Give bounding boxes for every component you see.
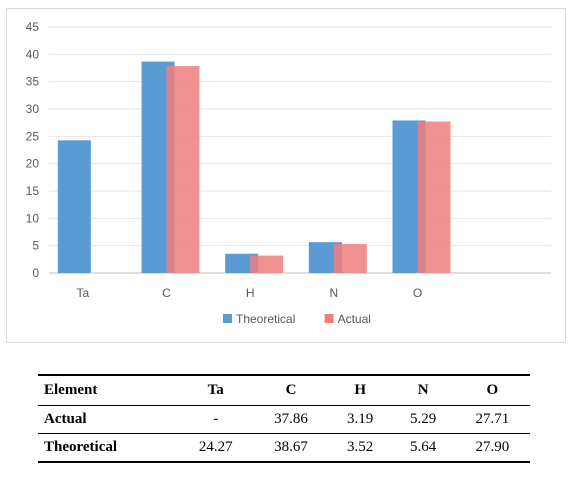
bar-actual [250, 255, 284, 273]
theoretical-n-cell: 5.64 [410, 439, 437, 455]
header-cell-n: N [417, 382, 429, 398]
y-tick-label: 45 [26, 20, 40, 34]
actual-ta-cell: - [213, 411, 219, 427]
actual-c-cell: 37.86 [274, 411, 308, 427]
y-tick-label: 25 [26, 129, 40, 143]
row-label-actual: Actual [44, 411, 87, 427]
y-tick-label: 20 [26, 157, 40, 171]
y-tick-label: 5 [32, 239, 39, 253]
theoretical-o-cell: 27.90 [475, 439, 510, 455]
y-tick-label: 15 [26, 184, 40, 198]
theoretical-ta-cell: 24.27 [198, 439, 233, 455]
header-cell-ta: Ta [207, 382, 224, 398]
actual-o-cell: 27.71 [475, 411, 510, 427]
header-cell-c: C [285, 382, 297, 398]
x-tick-label: O [413, 286, 422, 300]
bar-actual [166, 66, 200, 273]
x-tick-label: N [329, 286, 338, 300]
table-row-theoretical: Theoretical 24.27 38.67 3.52 5.64 27.90 [38, 434, 530, 462]
legend-swatch-theoretical [223, 314, 232, 323]
y-tick-label: 35 [26, 75, 40, 89]
x-tick-label: H [246, 286, 255, 300]
chart-frame: 0 5 10 15 20 25 30 35 40 45 Ta C H N O Theoretical Actua… [6, 8, 566, 343]
legend-label-theoretical: Theoretical [236, 312, 295, 326]
y-tick-label: 40 [26, 47, 40, 61]
theoretical-c-cell: 38.67 [274, 439, 308, 455]
y-tick-label: 30 [26, 102, 40, 116]
y-tick-label: 10 [26, 211, 40, 225]
header-cell-o: O [486, 382, 499, 398]
table-row-actual: Actual - 37.86 3.19 5.29 27.71 [38, 406, 530, 434]
table-header-row: Element Ta C H N O [38, 375, 530, 406]
y-tick-label: 0 [32, 266, 39, 280]
actual-h-cell: 3.19 [347, 411, 374, 427]
bar-theoretical [225, 253, 259, 273]
header-cell-h: H [354, 382, 366, 398]
actual-n-cell: 5.29 [410, 411, 437, 427]
bar-theoretical [57, 140, 91, 273]
bar-actual [417, 121, 451, 273]
bar-chart: 0 5 10 15 20 25 30 35 40 45 Ta C H N O Theoretical Actua… [26, 20, 551, 326]
x-tick-label: Ta [76, 286, 89, 300]
bar-actual [333, 244, 367, 273]
legend-label-actual: Actual [338, 312, 371, 326]
row-label-theoretical: Theoretical [44, 439, 118, 455]
x-tick-label: C [162, 286, 171, 300]
header-cell-element: Element [44, 382, 98, 398]
theoretical-h-cell: 3.52 [347, 439, 374, 455]
legend-swatch-actual [324, 314, 334, 323]
composition-table-container: Element Ta C H N O Actual - 37.86 3.19 5… [38, 374, 530, 463]
composition-table: Element Ta C H N O Actual - 37.86 3.19 5… [38, 374, 530, 463]
